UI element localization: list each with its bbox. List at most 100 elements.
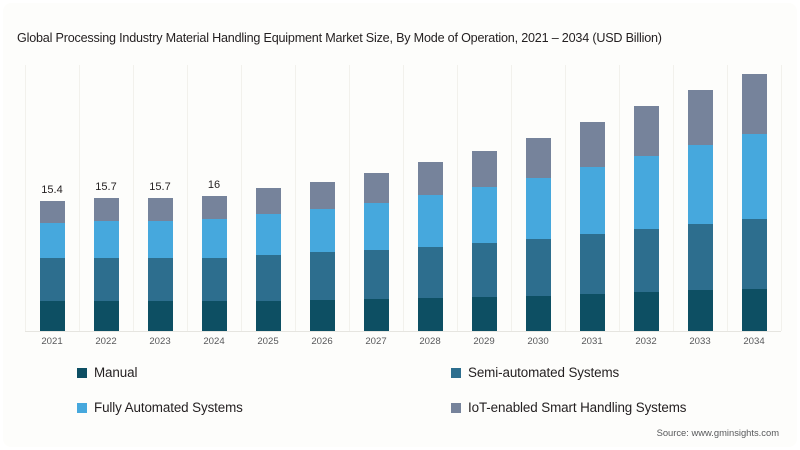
bar-group[interactable]: 15.4 (39, 65, 65, 331)
bar-group[interactable] (687, 65, 713, 331)
gridline (187, 65, 188, 331)
bar-segment[interactable] (471, 187, 497, 244)
bar-segment[interactable] (579, 167, 605, 234)
x-axis-label: 2024 (203, 336, 225, 347)
bar-segment[interactable] (39, 258, 65, 301)
bar-segment[interactable] (255, 300, 281, 331)
stacked-bar[interactable] (417, 162, 443, 331)
bar-segment[interactable] (741, 218, 767, 289)
x-axis-label: 2033 (689, 336, 711, 347)
legend-item[interactable]: Fully Automated Systems (77, 400, 243, 415)
bar-segment[interactable] (363, 249, 389, 299)
bar-segment[interactable] (93, 198, 119, 222)
bar-segment[interactable] (417, 162, 443, 196)
bar-segment[interactable] (525, 295, 551, 331)
bar-segment[interactable] (39, 300, 65, 331)
bar-group[interactable] (741, 65, 767, 331)
legend-item[interactable]: Semi-automated Systems (451, 365, 619, 380)
bar-group[interactable] (363, 65, 389, 331)
bar-segment[interactable] (741, 288, 767, 331)
bar-segment[interactable] (633, 228, 659, 293)
bar-segment[interactable] (417, 246, 443, 299)
bar-segment[interactable] (147, 301, 173, 331)
bar-segment[interactable] (201, 257, 227, 302)
bar-group[interactable] (417, 65, 443, 331)
bar-segment[interactable] (579, 233, 605, 294)
bar-group[interactable]: 15.7 (147, 65, 173, 331)
bar-segment[interactable] (471, 297, 497, 331)
bar-group[interactable]: 15.7 (93, 65, 119, 331)
source-credit: Source: www.gminsights.com (656, 427, 779, 438)
stacked-bar[interactable] (633, 106, 659, 331)
bar-group[interactable] (579, 65, 605, 331)
bar-group[interactable] (633, 65, 659, 331)
bar-segment[interactable] (471, 243, 497, 298)
bar-segment[interactable] (39, 222, 65, 259)
bar-segment[interactable] (201, 195, 227, 219)
bar-segment[interactable] (309, 208, 335, 253)
stacked-bar[interactable] (309, 181, 335, 331)
stacked-bar[interactable] (255, 188, 281, 331)
bar-segment[interactable] (525, 238, 551, 296)
legend-item[interactable]: IoT-enabled Smart Handling Systems (451, 400, 687, 415)
stacked-bar[interactable] (93, 198, 119, 331)
gridline (349, 65, 350, 331)
bar-segment[interactable] (93, 221, 119, 258)
bar-segment[interactable] (309, 252, 335, 300)
stacked-bar[interactable] (201, 195, 227, 331)
stacked-bar[interactable] (471, 151, 497, 331)
bar-segment[interactable] (255, 255, 281, 301)
stacked-bar[interactable] (525, 137, 551, 331)
bar-segment[interactable] (201, 218, 227, 258)
bar-segment[interactable] (579, 122, 605, 168)
bar-segment[interactable] (525, 178, 551, 239)
bar-group[interactable] (471, 65, 497, 331)
bar-segment[interactable] (417, 195, 443, 247)
bar-segment[interactable] (201, 301, 227, 331)
bar-segment[interactable] (525, 137, 551, 179)
bar-group[interactable]: 16 (201, 65, 227, 331)
bar-segment[interactable] (363, 173, 389, 203)
x-axis-label: 2029 (473, 336, 495, 347)
bar-group[interactable] (309, 65, 335, 331)
bar-group[interactable] (255, 65, 281, 331)
bar-segment[interactable] (687, 145, 713, 224)
bar-segment[interactable] (579, 293, 605, 331)
bar-segment[interactable] (147, 198, 173, 222)
bar-segment[interactable] (471, 151, 497, 188)
bar-segment[interactable] (687, 290, 713, 331)
stacked-bar[interactable] (741, 74, 767, 331)
bar-segment[interactable] (633, 156, 659, 229)
legend-swatch-icon (77, 402, 87, 413)
bar-segment[interactable] (363, 298, 389, 331)
bar-segment[interactable] (255, 213, 281, 255)
bar-segment[interactable] (93, 257, 119, 301)
bar-segment[interactable] (687, 90, 713, 146)
bar-value-label: 15.4 (41, 183, 63, 196)
stacked-bar[interactable] (579, 122, 605, 331)
bar-segment[interactable] (147, 221, 173, 259)
x-axis-label: 2027 (365, 336, 387, 347)
x-axis-label: 2026 (311, 336, 333, 347)
stacked-bar[interactable] (363, 173, 389, 331)
legend-item[interactable]: Manual (77, 365, 137, 380)
bar-group[interactable] (525, 65, 551, 331)
bar-segment[interactable] (363, 202, 389, 250)
bar-value-label: 15.7 (149, 181, 171, 194)
bar-segment[interactable] (417, 298, 443, 331)
bar-segment[interactable] (39, 200, 65, 223)
bar-segment[interactable] (255, 188, 281, 214)
bar-segment[interactable] (309, 299, 335, 331)
stacked-bar[interactable] (147, 198, 173, 331)
bar-segment[interactable] (309, 181, 335, 209)
stacked-bar[interactable] (39, 200, 65, 331)
stacked-bar[interactable] (687, 90, 713, 331)
bar-segment[interactable] (147, 258, 173, 302)
bar-segment[interactable] (93, 300, 119, 331)
bar-segment[interactable] (741, 134, 767, 219)
bar-segment[interactable] (633, 292, 659, 331)
bar-segment[interactable] (741, 74, 767, 135)
legend-label: Manual (94, 365, 138, 380)
bar-segment[interactable] (633, 106, 659, 157)
bar-segment[interactable] (687, 223, 713, 291)
